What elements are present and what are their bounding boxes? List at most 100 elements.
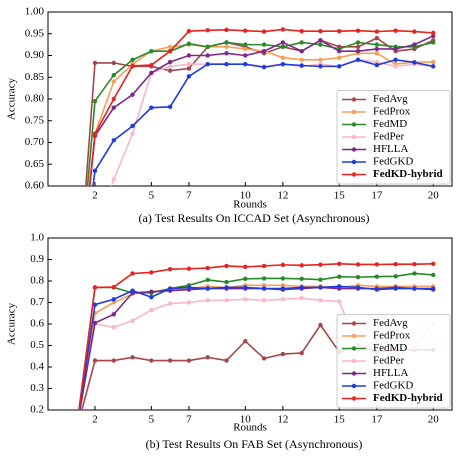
legend-label: FedKD-hybrid — [373, 392, 443, 404]
data-point — [280, 40, 286, 45]
legend-marker — [351, 383, 357, 389]
data-point — [337, 28, 342, 34]
y-tick-label: 0.70 — [25, 136, 45, 148]
plot-frame — [47, 11, 453, 187]
x-tick-label: 20 — [428, 190, 440, 202]
data-point — [74, 429, 78, 433]
data-point — [280, 61, 286, 67]
data-point — [205, 28, 210, 33]
data-point — [130, 355, 135, 360]
data-point — [280, 286, 286, 291]
data-point — [299, 28, 304, 34]
data-point — [337, 261, 342, 266]
legend-label: FedMD — [373, 118, 407, 130]
data-point — [74, 429, 78, 433]
data-point — [243, 28, 248, 33]
data-point — [111, 138, 116, 143]
data-point — [299, 350, 304, 356]
data-point — [374, 59, 380, 65]
legend-label: FedAvg — [373, 93, 408, 105]
legend-marker — [351, 358, 357, 364]
data-point — [280, 351, 286, 357]
data-point — [92, 98, 98, 104]
series-line — [78, 285, 434, 410]
data-point — [261, 298, 267, 303]
legend-marker — [351, 321, 357, 326]
data-point — [261, 65, 267, 70]
data-point — [186, 66, 192, 71]
data-point — [167, 301, 173, 306]
data-point — [224, 279, 229, 285]
data-point — [149, 105, 154, 110]
data-point — [280, 262, 286, 268]
y-tick-label: 0.3 — [30, 382, 44, 394]
data-point — [205, 286, 210, 291]
data-point — [318, 64, 323, 69]
data-point — [412, 29, 417, 34]
data-point — [280, 55, 286, 60]
data-point — [130, 288, 135, 293]
y-tick-label: 0.95 — [25, 27, 45, 39]
data-point — [167, 358, 173, 363]
data-point — [205, 44, 210, 49]
data-point — [355, 28, 361, 33]
data-point — [167, 104, 173, 110]
data-point — [93, 227, 97, 231]
data-point — [74, 314, 78, 318]
legend-marker — [351, 346, 357, 351]
data-point — [299, 57, 304, 63]
y-tick-label: 0.90 — [25, 49, 45, 61]
data-point — [149, 358, 154, 363]
plot-frame — [47, 237, 453, 411]
chart-title: (b) Test Results On FAB Set (Asynchronou… — [146, 437, 363, 451]
data-point — [261, 29, 267, 34]
data-point — [261, 276, 267, 281]
data-point — [130, 123, 135, 129]
data-point — [280, 276, 286, 281]
data-point — [111, 358, 116, 363]
data-point — [261, 263, 267, 269]
x-tick-label: 10 — [240, 190, 252, 202]
x-tick-label: 17 — [371, 414, 383, 426]
data-point — [299, 285, 304, 290]
data-point — [261, 283, 267, 288]
data-point — [431, 272, 436, 278]
data-point — [92, 60, 98, 66]
data-point — [412, 60, 417, 65]
data-point — [431, 286, 436, 291]
x-tick-label: 2 — [92, 190, 98, 202]
y-tick-label: 0.4 — [30, 361, 44, 373]
x-tick-label: 20 — [428, 414, 440, 426]
data-point — [205, 53, 210, 58]
data-point — [261, 42, 267, 47]
data-point — [186, 41, 192, 46]
data-point — [149, 70, 154, 76]
x-tick-label: 12 — [277, 190, 288, 202]
data-point — [337, 55, 342, 60]
data-point — [243, 297, 248, 302]
data-point — [130, 131, 135, 136]
data-point — [111, 96, 116, 102]
data-point — [243, 61, 248, 67]
data-point — [280, 27, 286, 32]
x-tick-label: 15 — [334, 190, 346, 202]
data-point — [355, 48, 361, 54]
data-point — [374, 274, 380, 279]
data-point — [74, 429, 78, 433]
legend-marker — [351, 109, 357, 115]
series-line — [88, 28, 434, 186]
data-point — [186, 285, 192, 290]
data-point — [299, 263, 304, 268]
data-point — [337, 274, 342, 279]
data-point — [337, 299, 342, 304]
data-point — [74, 314, 78, 318]
data-point — [318, 262, 323, 267]
x-tick-label: 10 — [240, 414, 252, 426]
x-tick-label: 17 — [371, 190, 383, 202]
data-point — [74, 429, 78, 433]
y-axis-label: Accuracy — [6, 77, 18, 120]
y-axis-label: Accuracy — [6, 302, 18, 345]
data-point — [149, 307, 154, 313]
legend-label: FedProx — [373, 106, 411, 118]
data-point — [374, 35, 380, 41]
